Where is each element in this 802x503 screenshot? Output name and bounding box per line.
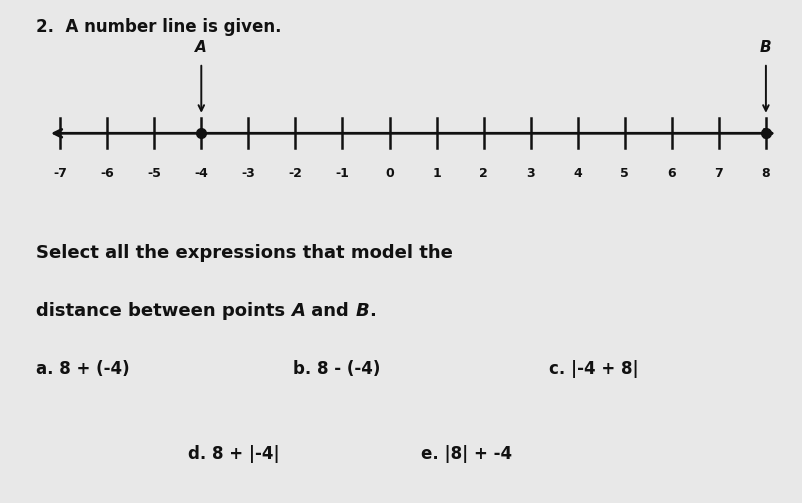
Text: -5: -5 [148, 167, 161, 181]
Text: 1: 1 [432, 167, 441, 181]
Text: .: . [369, 302, 376, 320]
Text: -1: -1 [335, 167, 350, 181]
Text: a. 8 + (-4): a. 8 + (-4) [36, 360, 130, 378]
Text: -4: -4 [194, 167, 209, 181]
Text: distance between points: distance between points [36, 302, 291, 320]
Text: 6: 6 [667, 167, 676, 181]
Text: 2: 2 [480, 167, 488, 181]
Text: 5: 5 [621, 167, 629, 181]
Text: -3: -3 [241, 167, 255, 181]
Text: 8: 8 [762, 167, 770, 181]
Text: -7: -7 [53, 167, 67, 181]
Text: B: B [760, 40, 772, 55]
Text: b. 8 - (-4): b. 8 - (-4) [293, 360, 380, 378]
Text: 0: 0 [385, 167, 394, 181]
Text: Select all the expressions that model the: Select all the expressions that model th… [36, 244, 453, 262]
Text: 3: 3 [526, 167, 535, 181]
Text: and: and [306, 302, 355, 320]
Text: B: B [355, 302, 369, 320]
Text: 4: 4 [573, 167, 582, 181]
Text: c. |-4 + 8|: c. |-4 + 8| [549, 360, 639, 378]
Text: 7: 7 [715, 167, 723, 181]
Text: -2: -2 [289, 167, 302, 181]
Text: d. 8 + |-4|: d. 8 + |-4| [188, 445, 280, 463]
Text: A: A [291, 302, 306, 320]
Text: 2.  A number line is given.: 2. A number line is given. [36, 18, 282, 36]
Text: A: A [196, 40, 207, 55]
Text: -6: -6 [100, 167, 114, 181]
Text: e. |8| + -4: e. |8| + -4 [421, 445, 512, 463]
